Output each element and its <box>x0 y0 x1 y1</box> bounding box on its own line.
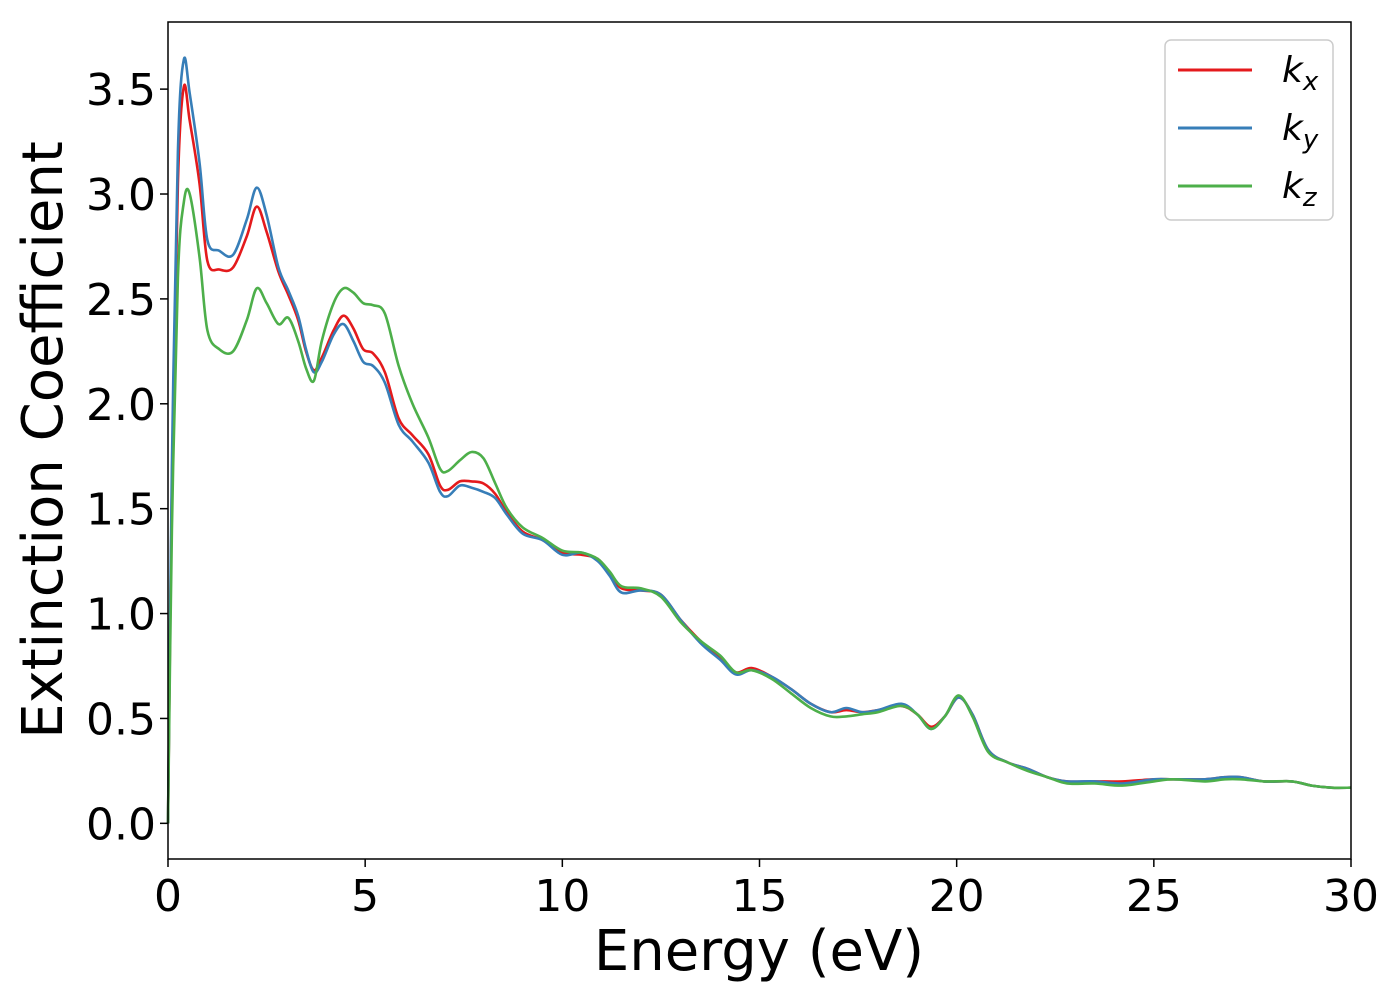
x-axis: 0 5 10 15 20 25 30 <box>154 859 1379 922</box>
legend-box <box>1164 39 1334 221</box>
x-tick-label: 20 <box>929 871 985 922</box>
x-tick-label: 5 <box>351 871 379 922</box>
y-tick-label: 1.5 <box>86 485 156 536</box>
legend-label-ky: ky <box>1282 108 1319 155</box>
x-tick-label: 30 <box>1323 871 1379 922</box>
legend: kx ky kz <box>1164 39 1334 221</box>
x-tick-label: 15 <box>732 871 788 922</box>
y-tick-label: 2.0 <box>86 380 156 431</box>
legend-label-kz: kz <box>1282 166 1318 213</box>
x-axis-title: Energy (eV) <box>594 919 924 984</box>
x-tick-label: 0 <box>154 871 182 922</box>
y-tick-label: 3.0 <box>86 170 156 221</box>
y-tick-label: 3.5 <box>86 65 156 116</box>
y-tick-label: 1.0 <box>86 590 156 641</box>
legend-label-kx: kx <box>1282 50 1319 97</box>
y-tick-label: 2.5 <box>86 275 156 326</box>
plot-lines <box>166 56 1352 824</box>
y-tick-label: 0.5 <box>86 694 156 745</box>
x-tick-label: 25 <box>1126 871 1182 922</box>
x-tick-label: 10 <box>534 871 590 922</box>
y-axis: 0.0 0.5 1.0 1.5 2.0 2.5 3.0 3.5 <box>86 65 168 850</box>
y-axis-title: Extinction Coefficient <box>11 141 76 739</box>
y-tick-label: 0.0 <box>86 799 156 850</box>
series-line-kz <box>166 187 1352 824</box>
